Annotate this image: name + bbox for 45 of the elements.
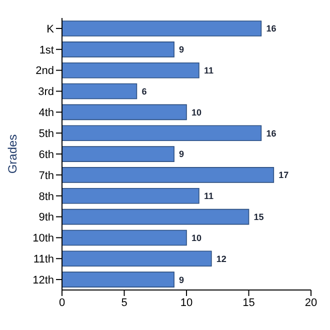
- bar: [62, 20, 262, 36]
- bar: [62, 188, 200, 204]
- y-tick-label: 4th: [38, 107, 54, 120]
- bar: [62, 230, 187, 246]
- x-tick-label: 0: [58, 296, 66, 309]
- y-tick-label: 12th: [32, 274, 54, 286]
- data-label: 11: [204, 66, 214, 76]
- data-label: 11: [204, 191, 214, 202]
- data-label: 17: [278, 170, 289, 180]
- bar: [62, 125, 262, 142]
- data-label: 6: [142, 86, 147, 96]
- data-label: 10: [192, 107, 202, 118]
- bar: [62, 146, 174, 162]
- data-label: 16: [266, 128, 276, 138]
- x-tick-label: 10: [180, 296, 193, 309]
- y-tick-label: 11th: [33, 254, 54, 266]
- bar: [62, 104, 187, 120]
- x-tick-label: 20: [304, 296, 318, 309]
- data-label: 15: [254, 212, 264, 222]
- data-label: 12: [216, 254, 226, 264]
- x-tick-label: 5: [121, 296, 128, 309]
- y-axis-title: Grades: [5, 134, 20, 174]
- bar: [62, 83, 138, 100]
- bar: [62, 167, 274, 183]
- data-label: 16: [266, 24, 276, 34]
- x-tick-label: 15: [242, 296, 255, 309]
- y-tick-label: 1st: [39, 44, 54, 56]
- y-tick-label: 6th: [38, 148, 54, 161]
- data-label: 9: [179, 44, 184, 55]
- y-tick-label: K: [46, 23, 55, 36]
- y-tick-label: 7th: [38, 170, 54, 182]
- y-tick-label: 5th: [38, 128, 54, 140]
- bar: [62, 272, 174, 288]
- y-tick-label: 9th: [38, 212, 54, 224]
- data-label: 9: [179, 149, 184, 160]
- bar: [62, 250, 212, 267]
- bar: [62, 42, 174, 58]
- y-tick-label: 3rd: [38, 86, 54, 98]
- y-tick-label: 2nd: [36, 65, 54, 78]
- bar: [62, 208, 250, 225]
- data-label: 10: [192, 232, 202, 243]
- y-tick-label: 8th: [38, 190, 54, 203]
- bar: [62, 62, 200, 78]
- y-tick-label: 10th: [32, 232, 54, 245]
- data-label: 9: [179, 274, 184, 285]
